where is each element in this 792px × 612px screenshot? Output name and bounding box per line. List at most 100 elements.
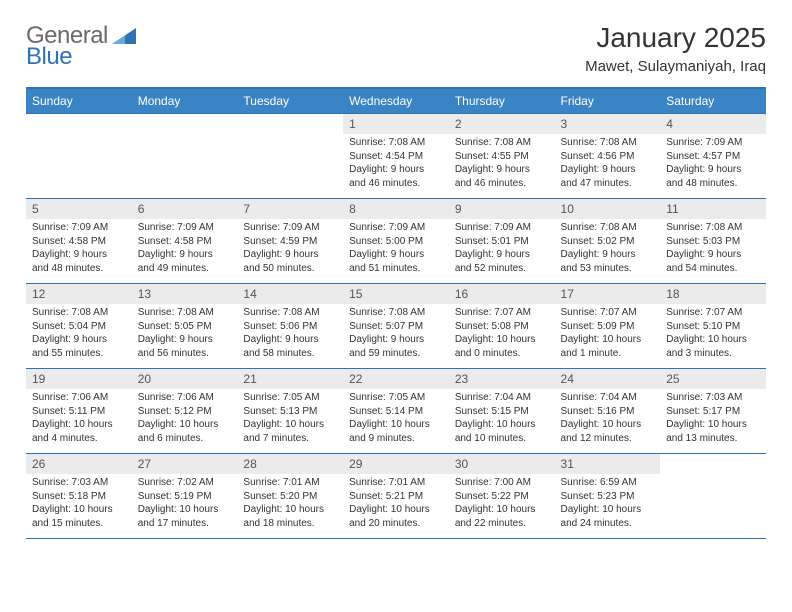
sunset-line: Sunset: 5:19 PM (138, 490, 232, 504)
calendar-week-row: 19Sunrise: 7:06 AMSunset: 5:11 PMDayligh… (26, 369, 766, 454)
table-bottom-border (26, 538, 766, 540)
calendar-cell: 28Sunrise: 7:01 AMSunset: 5:20 PMDayligh… (237, 454, 343, 539)
sunset-line: Sunset: 5:23 PM (561, 490, 655, 504)
cell-body: Sunrise: 7:08 AMSunset: 5:07 PMDaylight:… (343, 304, 449, 364)
daylight-line: Daylight: 9 hours and 48 minutes. (666, 163, 760, 190)
cell-body: Sunrise: 7:09 AMSunset: 4:58 PMDaylight:… (132, 219, 238, 279)
cell-body: Sunrise: 7:01 AMSunset: 5:20 PMDaylight:… (237, 474, 343, 534)
cell-body: Sunrise: 6:59 AMSunset: 5:23 PMDaylight:… (555, 474, 661, 534)
daylight-line: Daylight: 10 hours and 17 minutes. (138, 503, 232, 530)
day-number: 29 (343, 454, 449, 474)
cell-body: Sunrise: 7:06 AMSunset: 5:12 PMDaylight:… (132, 389, 238, 449)
sunrise-line: Sunrise: 7:08 AM (561, 136, 655, 150)
sunrise-line: Sunrise: 7:08 AM (666, 221, 760, 235)
sunset-line: Sunset: 5:05 PM (138, 320, 232, 334)
cell-body: Sunrise: 7:01 AMSunset: 5:21 PMDaylight:… (343, 474, 449, 534)
sunrise-line: Sunrise: 7:03 AM (32, 476, 126, 490)
sunset-line: Sunset: 5:16 PM (561, 405, 655, 419)
day-number: 21 (237, 369, 343, 389)
cell-body: Sunrise: 7:07 AMSunset: 5:09 PMDaylight:… (555, 304, 661, 364)
daylight-line: Daylight: 10 hours and 3 minutes. (666, 333, 760, 360)
daylight-line: Daylight: 10 hours and 0 minutes. (455, 333, 549, 360)
cell-body: Sunrise: 7:08 AMSunset: 5:05 PMDaylight:… (132, 304, 238, 364)
daylight-line: Daylight: 9 hours and 48 minutes. (32, 248, 126, 275)
day-header: Wednesday (343, 88, 449, 114)
brand-triangle-icon (112, 26, 138, 46)
sunset-line: Sunset: 4:59 PM (243, 235, 337, 249)
daylight-line: Daylight: 9 hours and 51 minutes. (349, 248, 443, 275)
sunrise-line: Sunrise: 7:02 AM (138, 476, 232, 490)
day-number: 13 (132, 284, 238, 304)
sunset-line: Sunset: 5:02 PM (561, 235, 655, 249)
sunrise-line: Sunrise: 7:07 AM (561, 306, 655, 320)
calendar-cell: 21Sunrise: 7:05 AMSunset: 5:13 PMDayligh… (237, 369, 343, 454)
cell-body: Sunrise: 7:08 AMSunset: 5:02 PMDaylight:… (555, 219, 661, 279)
calendar-cell: 29Sunrise: 7:01 AMSunset: 5:21 PMDayligh… (343, 454, 449, 539)
sunrise-line: Sunrise: 7:08 AM (243, 306, 337, 320)
calendar-cell: 31Sunrise: 6:59 AMSunset: 5:23 PMDayligh… (555, 454, 661, 539)
cell-body: Sunrise: 7:05 AMSunset: 5:14 PMDaylight:… (343, 389, 449, 449)
cell-body: Sunrise: 7:07 AMSunset: 5:10 PMDaylight:… (660, 304, 766, 364)
sunset-line: Sunset: 4:58 PM (138, 235, 232, 249)
day-number: 19 (26, 369, 132, 389)
brand-logo: General Blue (26, 22, 138, 68)
sunset-line: Sunset: 5:13 PM (243, 405, 337, 419)
cell-body: Sunrise: 7:08 AMSunset: 5:04 PMDaylight:… (26, 304, 132, 364)
day-number: 23 (449, 369, 555, 389)
day-number: 7 (237, 199, 343, 219)
sunset-line: Sunset: 4:58 PM (32, 235, 126, 249)
sunrise-line: Sunrise: 7:07 AM (455, 306, 549, 320)
cell-body: Sunrise: 7:09 AMSunset: 4:57 PMDaylight:… (660, 134, 766, 194)
day-number: 11 (660, 199, 766, 219)
day-number: 2 (449, 114, 555, 134)
sunset-line: Sunset: 5:21 PM (349, 490, 443, 504)
sunset-line: Sunset: 5:06 PM (243, 320, 337, 334)
day-header: Saturday (660, 88, 766, 114)
daylight-line: Daylight: 10 hours and 6 minutes. (138, 418, 232, 445)
sunrise-line: Sunrise: 7:07 AM (666, 306, 760, 320)
sunrise-line: Sunrise: 7:08 AM (138, 306, 232, 320)
cell-body: Sunrise: 7:08 AMSunset: 5:06 PMDaylight:… (237, 304, 343, 364)
sunrise-line: Sunrise: 7:01 AM (349, 476, 443, 490)
sunset-line: Sunset: 5:12 PM (138, 405, 232, 419)
day-number: 8 (343, 199, 449, 219)
day-number: 17 (555, 284, 661, 304)
daylight-line: Daylight: 9 hours and 46 minutes. (455, 163, 549, 190)
calendar-cell: 24Sunrise: 7:04 AMSunset: 5:16 PMDayligh… (555, 369, 661, 454)
day-number: 30 (449, 454, 555, 474)
calendar-week-row: 5Sunrise: 7:09 AMSunset: 4:58 PMDaylight… (26, 199, 766, 284)
sunset-line: Sunset: 5:18 PM (32, 490, 126, 504)
header: General Blue January 2025 Mawet, Sulayma… (26, 22, 766, 75)
title-block: January 2025 Mawet, Sulaymaniyah, Iraq (585, 22, 766, 75)
sunrise-line: Sunrise: 7:05 AM (349, 391, 443, 405)
day-number: 5 (26, 199, 132, 219)
cell-body: Sunrise: 7:04 AMSunset: 5:16 PMDaylight:… (555, 389, 661, 449)
calendar-cell: 2Sunrise: 7:08 AMSunset: 4:55 PMDaylight… (449, 114, 555, 199)
calendar-cell: 18Sunrise: 7:07 AMSunset: 5:10 PMDayligh… (660, 284, 766, 369)
day-number: 9 (449, 199, 555, 219)
sunset-line: Sunset: 4:55 PM (455, 150, 549, 164)
day-number: 26 (26, 454, 132, 474)
sunset-line: Sunset: 5:15 PM (455, 405, 549, 419)
day-header: Monday (132, 88, 238, 114)
day-number: 20 (132, 369, 238, 389)
calendar-cell: 16Sunrise: 7:07 AMSunset: 5:08 PMDayligh… (449, 284, 555, 369)
calendar-cell: 0 (660, 454, 766, 539)
daylight-line: Daylight: 9 hours and 47 minutes. (561, 163, 655, 190)
cell-body: Sunrise: 7:02 AMSunset: 5:19 PMDaylight:… (132, 474, 238, 534)
day-number: 27 (132, 454, 238, 474)
day-number: 18 (660, 284, 766, 304)
day-header: Friday (555, 88, 661, 114)
sunrise-line: Sunrise: 7:09 AM (455, 221, 549, 235)
sunset-line: Sunset: 5:10 PM (666, 320, 760, 334)
sunset-line: Sunset: 5:07 PM (349, 320, 443, 334)
daylight-line: Daylight: 10 hours and 20 minutes. (349, 503, 443, 530)
daylight-line: Daylight: 9 hours and 54 minutes. (666, 248, 760, 275)
cell-body: Sunrise: 7:08 AMSunset: 5:03 PMDaylight:… (660, 219, 766, 279)
daylight-line: Daylight: 9 hours and 46 minutes. (349, 163, 443, 190)
sunrise-line: Sunrise: 7:08 AM (32, 306, 126, 320)
cell-body: Sunrise: 7:04 AMSunset: 5:15 PMDaylight:… (449, 389, 555, 449)
daylight-line: Daylight: 10 hours and 24 minutes. (561, 503, 655, 530)
day-number: 31 (555, 454, 661, 474)
calendar-cell: 7Sunrise: 7:09 AMSunset: 4:59 PMDaylight… (237, 199, 343, 284)
